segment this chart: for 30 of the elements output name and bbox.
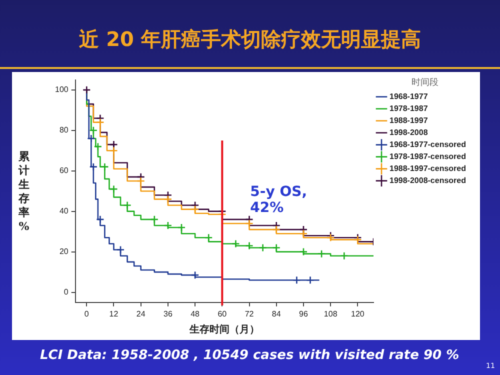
y-tick-label: 60	[59, 166, 69, 176]
y-tick-label: 80	[59, 126, 69, 135]
x-tick-label: 24	[136, 309, 146, 318]
annotation: 5-y OS, 42%	[250, 184, 308, 216]
x-tick-label: 72	[244, 309, 254, 318]
x-tick-label: 84	[272, 309, 282, 318]
x-tick-label: 36	[164, 309, 173, 318]
x-tick-label: 48	[190, 309, 200, 318]
legend-label: 1988-1997	[390, 116, 428, 126]
text: LCI Data: 1958-2008 , 10549 cases with visited rate 90 %	[40, 348, 460, 363]
legend-label: 1998-2008-censored	[390, 176, 466, 186]
x-tick-label: 12	[109, 309, 119, 318]
y-tick-label: 20	[59, 247, 69, 256]
x-tick-label: 120	[351, 309, 365, 318]
legend-label: 1978-1987	[390, 104, 428, 114]
y-axis-title: 累计生存率%	[17, 150, 30, 234]
x-axis-title: 生存时间（月）	[188, 324, 260, 336]
x-tick-label: 60	[218, 309, 228, 318]
x-tick-label: 0	[84, 309, 90, 318]
legend-label: 1988-1997-censored	[390, 164, 466, 174]
x-tick-label: 96	[299, 309, 308, 318]
legend-label: 1968-1977-censored	[390, 140, 466, 150]
legend-label: 1968-1977	[390, 92, 428, 102]
legend-label: 1998-2008	[390, 128, 428, 138]
x-tick-label: 108	[324, 309, 338, 318]
y-tick-label: 40	[59, 206, 69, 216]
legend-label: 1978-1987-censored	[390, 152, 466, 162]
y-tick-label: 0	[64, 287, 69, 296]
y-tick-label: 100	[54, 85, 69, 94]
chart-title: 近 20 年肝癌手术切除疗效无明显提高	[78, 26, 422, 53]
